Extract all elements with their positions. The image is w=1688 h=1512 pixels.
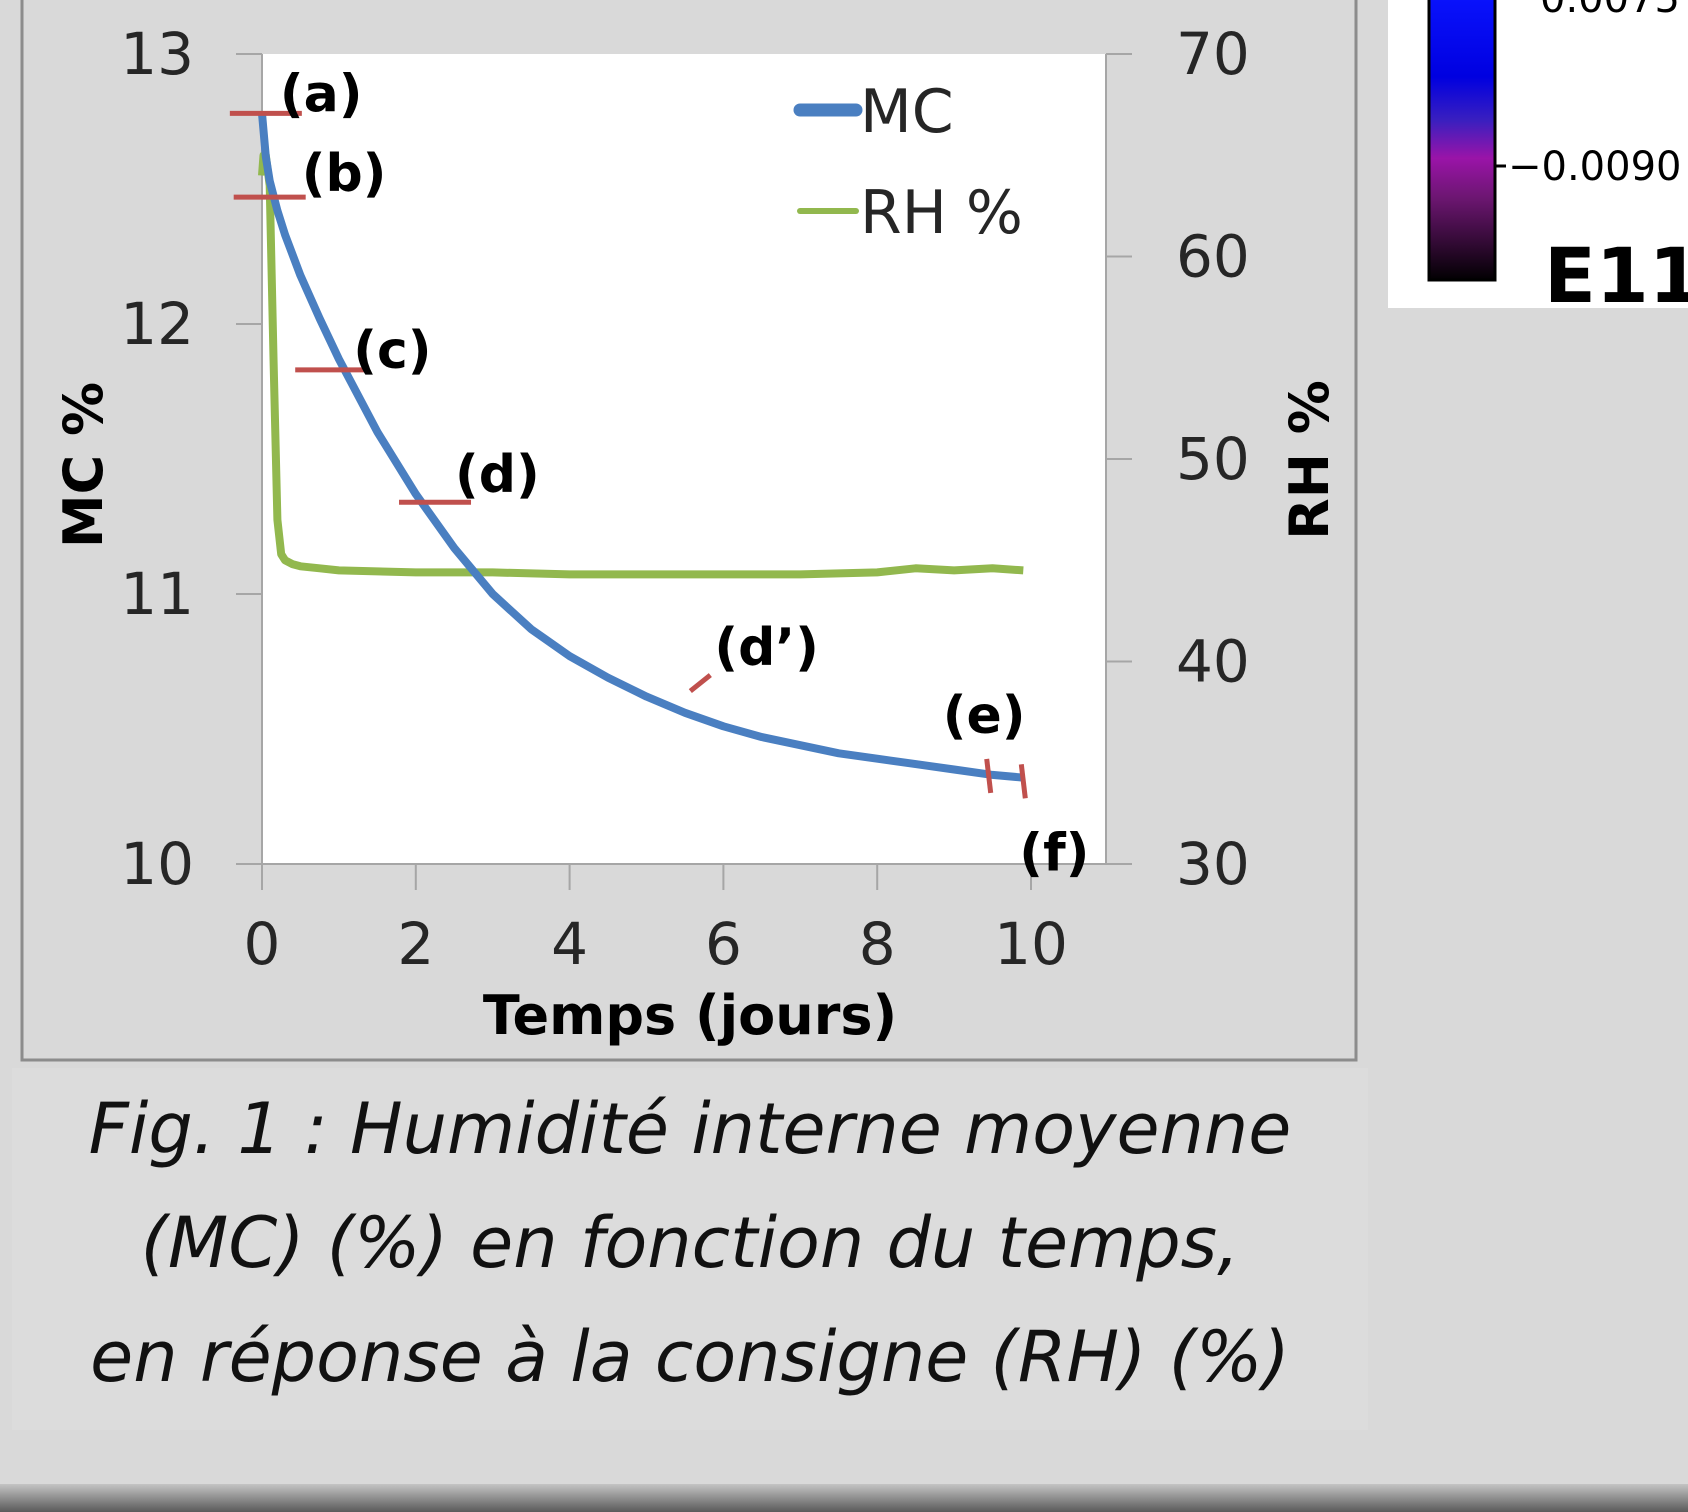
y-tick-label: 12 — [120, 290, 194, 358]
legend-label-rh: RH % — [860, 178, 1023, 248]
x-tick-label: 10 — [994, 910, 1068, 978]
colorbar-gradient — [1427, 0, 1497, 282]
colorbar-tick-label-top: 0.0075 — [1540, 0, 1680, 22]
figure-caption: Fig. 1 : Humidité interne moyenne (MC) (… — [12, 1068, 1368, 1430]
x-tick-label: 8 — [859, 910, 896, 978]
y2-tick-label: 70 — [1176, 20, 1250, 88]
y2-tick-label: 50 — [1176, 425, 1250, 493]
x-tick-label: 2 — [397, 910, 434, 978]
plot-area: 0 2 4 6 8 10 10 11 12 13 30 40 50 60 70 (a) (b) (c) (d) (d… — [52, 20, 1341, 1047]
legend-label-mc: MC — [860, 77, 954, 147]
caption-line: en réponse à la consigne (RH) (%) — [90, 1316, 1290, 1398]
annotation-label: (d’) — [714, 618, 819, 678]
annotation-label: (e) — [943, 686, 1026, 746]
annotation-marker — [688, 673, 712, 694]
annotation-marker — [984, 758, 994, 794]
annotation-label: (d) — [455, 445, 540, 505]
plot-background — [262, 54, 1106, 864]
series-rh-line — [258, 151, 1024, 579]
legend: MC RH % — [793, 77, 1023, 248]
x-tick-label: 6 — [705, 910, 742, 978]
x-axis-title: Temps (jours) — [483, 984, 897, 1047]
x-tick-label: 0 — [244, 910, 281, 978]
x-tick-label: 4 — [551, 910, 588, 978]
annotation-label: (b) — [302, 144, 387, 204]
annotation-label: (a) — [280, 64, 363, 124]
y-axis-title: MC % — [52, 382, 115, 548]
y2-axis-title: RH % — [1278, 380, 1341, 540]
colorbar-tick-label: −0.0090 — [1508, 144, 1681, 190]
annotation-label: (f) — [1019, 823, 1089, 883]
bottom-shadow-bar — [0, 1484, 1688, 1512]
series-mc-line — [258, 113, 1024, 782]
annotation-marker — [1018, 764, 1028, 799]
y2-tick-label: 40 — [1176, 628, 1250, 696]
y2-tick-label: 30 — [1176, 830, 1250, 898]
y-tick-label: 11 — [120, 560, 194, 628]
annotation-label: (c) — [353, 321, 431, 381]
y2-tick-label: 60 — [1176, 223, 1250, 291]
chart: 0.0075 −0.0090 E11 0 2 4 6 8 10 10 11 12 13 30 40 50… — [20, 0, 1688, 1062]
caption-line: (MC) (%) en fonction du temps, — [140, 1202, 1240, 1284]
caption-line: Fig. 1 : Humidité interne moyenne — [88, 1088, 1292, 1170]
y-tick-label: 10 — [120, 830, 194, 898]
colorbar: 0.0075 −0.0090 E11 — [1388, 0, 1688, 320]
y-tick-label: 13 — [120, 20, 194, 88]
colorbar-title: E11 — [1544, 231, 1688, 320]
